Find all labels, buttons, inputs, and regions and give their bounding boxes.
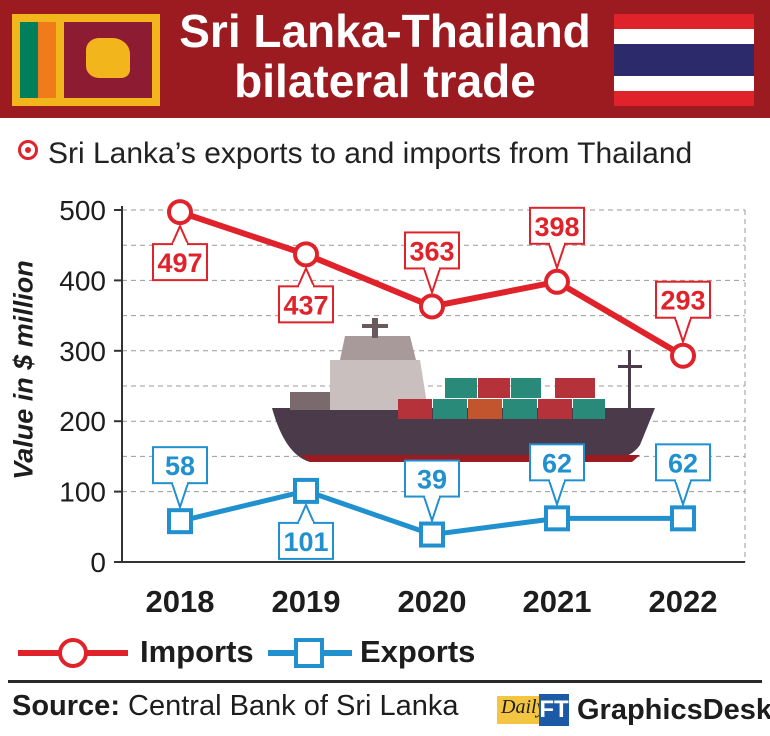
data-label: 398 xyxy=(534,212,579,242)
x-tick-label: 2020 xyxy=(398,584,467,619)
y-tick-label: 100 xyxy=(59,477,106,508)
subtitle-text: Sri Lanka’s exports to and imports from … xyxy=(48,137,693,170)
callout-box xyxy=(152,243,208,282)
exports-point xyxy=(670,505,696,532)
callout-pointer xyxy=(548,480,566,508)
data-label: 39 xyxy=(417,465,447,495)
callout-pointer xyxy=(548,243,566,271)
legend-exports-label: Exports xyxy=(360,634,476,669)
callout-box xyxy=(278,521,334,560)
imports-label: 363 xyxy=(404,231,460,296)
thailand-flag xyxy=(614,14,754,106)
legend-imports-label: Imports xyxy=(140,634,254,669)
callout-box xyxy=(529,443,585,482)
grid-lines xyxy=(122,209,746,562)
source-label: Source: xyxy=(12,690,120,722)
footer-divider xyxy=(8,680,762,683)
source-note: Source: Central Bank of Sri Lanka xyxy=(12,690,459,723)
x-tick-label: 2021 xyxy=(523,584,592,619)
legend-exports-marker xyxy=(294,638,324,668)
y-tick-label: 400 xyxy=(59,265,106,296)
cargo-ship-illustration xyxy=(272,318,655,462)
imports-label: 437 xyxy=(278,265,334,324)
page-title: Sri Lanka-Thailand bilateral trade xyxy=(170,6,600,106)
data-label: 437 xyxy=(283,290,328,320)
data-label: 497 xyxy=(157,248,202,278)
header-banner: Sri Lanka-Thailand bilateral trade xyxy=(0,0,770,118)
callout-pointer xyxy=(171,482,189,511)
callout-pointer xyxy=(297,502,315,524)
data-label: 363 xyxy=(409,236,454,266)
exports-label: 62 xyxy=(529,443,585,508)
imports-label: 497 xyxy=(152,223,208,282)
callout-pointer xyxy=(674,317,692,345)
data-label: 62 xyxy=(668,448,698,478)
imports-point xyxy=(167,199,193,226)
source-text: Central Bank of Sri Lanka xyxy=(119,690,459,722)
data-label: 293 xyxy=(660,286,705,316)
y-tick-label: 200 xyxy=(59,406,106,437)
exports-point xyxy=(419,521,445,548)
callout-pointer xyxy=(423,496,441,524)
brand-ft: FT xyxy=(539,694,569,726)
y-tick-label: 300 xyxy=(59,336,106,367)
data-label: 101 xyxy=(283,527,328,557)
series: 497 437 363 398 293 58 101 39 62 62 xyxy=(152,199,711,560)
x-tick-label: 2022 xyxy=(649,584,718,619)
legend-markers xyxy=(18,638,352,668)
brand-graphicsdesk: GraphicsDesk xyxy=(577,694,770,726)
title-line-1: Sri Lanka-Thailand xyxy=(179,5,591,57)
imports-point xyxy=(293,241,319,268)
imports-point xyxy=(670,342,696,369)
imports-point xyxy=(544,268,570,295)
y-tick-label: 500 xyxy=(59,195,106,226)
callout-pointer xyxy=(423,268,441,296)
callout-pointer xyxy=(297,265,315,287)
exports-point xyxy=(293,477,319,504)
bullet-icon xyxy=(18,140,38,160)
title-line-2: bilateral trade xyxy=(234,55,536,107)
chart-subtitle: Sri Lanka’s exports to and imports from … xyxy=(18,137,692,171)
exports-label: 39 xyxy=(404,459,460,524)
exports-label: 101 xyxy=(278,502,334,560)
exports-label: 62 xyxy=(655,443,711,508)
y-tick-label: 0 xyxy=(90,547,106,578)
callout-pointer xyxy=(171,223,189,245)
exports-label: 58 xyxy=(152,446,208,511)
x-tick-label: 2019 xyxy=(272,584,341,619)
callout-box xyxy=(404,231,460,270)
sri-lanka-flag xyxy=(12,14,160,106)
legend-imports-marker xyxy=(58,638,88,668)
exports-point xyxy=(544,505,570,532)
data-label: 58 xyxy=(165,451,195,481)
callout-box xyxy=(404,459,460,498)
callout-box xyxy=(278,285,334,324)
brand-logo: Daily FT GraphicsDesk xyxy=(497,692,770,730)
callout-pointer xyxy=(674,480,692,508)
imports-point xyxy=(419,293,445,320)
data-label: 62 xyxy=(542,448,572,478)
axes: 0 100 200 300 400 500 2018 2019 2020 2021 2022 xyxy=(59,195,745,619)
x-tick-label: 2018 xyxy=(146,584,215,619)
imports-label: 398 xyxy=(529,206,585,271)
exports-point xyxy=(167,508,193,535)
imports-label: 293 xyxy=(655,280,711,345)
